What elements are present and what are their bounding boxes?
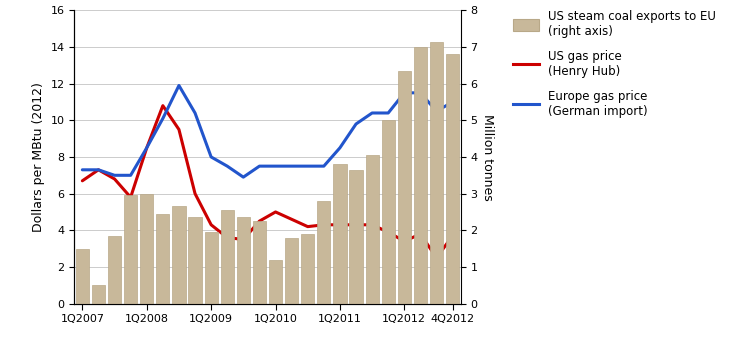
- Bar: [285, 238, 298, 304]
- Bar: [221, 210, 234, 304]
- Bar: [156, 214, 169, 304]
- Bar: [334, 164, 346, 304]
- Bar: [398, 71, 411, 304]
- Bar: [317, 201, 331, 304]
- Bar: [108, 236, 121, 304]
- Bar: [366, 155, 379, 304]
- Bar: [349, 170, 363, 304]
- Bar: [140, 194, 153, 304]
- Bar: [172, 206, 186, 304]
- Bar: [253, 221, 266, 304]
- Bar: [301, 234, 314, 304]
- Y-axis label: Million tonnes: Million tonnes: [481, 114, 494, 200]
- Bar: [204, 232, 218, 304]
- Bar: [430, 41, 443, 304]
- Bar: [124, 196, 137, 304]
- Bar: [269, 260, 282, 304]
- Bar: [414, 47, 427, 304]
- Bar: [237, 217, 250, 304]
- Bar: [446, 55, 459, 304]
- Bar: [76, 249, 89, 304]
- Bar: [382, 120, 395, 304]
- Y-axis label: Dollars per MBtu (2012): Dollars per MBtu (2012): [32, 82, 45, 232]
- Legend: US steam coal exports to EU
(right axis), US gas price
(Henry Hub), Europe gas p: US steam coal exports to EU (right axis)…: [513, 10, 716, 118]
- Bar: [92, 285, 105, 304]
- Bar: [189, 217, 201, 304]
